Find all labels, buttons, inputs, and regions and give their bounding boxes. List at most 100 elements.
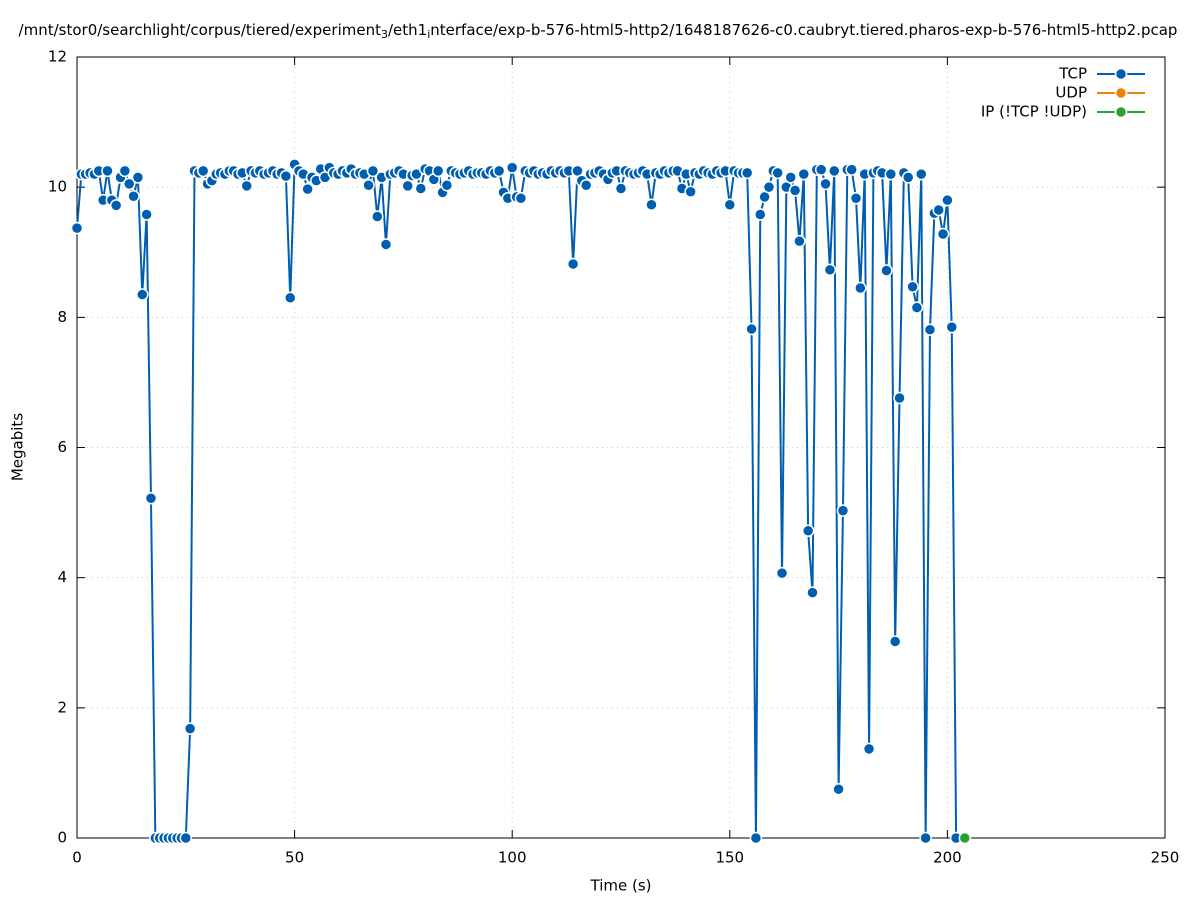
data-point [823, 263, 837, 277]
y-tick-label: 12 [48, 48, 67, 66]
data-point [915, 167, 928, 181]
data-point [440, 178, 454, 192]
data-point [362, 178, 375, 192]
data-point [118, 164, 132, 178]
data-point [371, 210, 384, 223]
data-point [762, 180, 776, 194]
x-tick-label: 250 [1151, 849, 1180, 867]
data-point [793, 234, 806, 248]
data-point [775, 566, 789, 580]
legend-swatch [1114, 86, 1128, 100]
data-point [749, 831, 763, 845]
y-tick-label: 4 [57, 568, 67, 586]
title-part: /eth1 [388, 21, 427, 39]
data-point [614, 182, 628, 195]
data-point [845, 163, 858, 176]
title-part: /mnt/stor0/searchlight/corpus/tiered/exp… [19, 21, 382, 39]
data-point [301, 182, 314, 196]
data-point [401, 179, 415, 193]
data-point [832, 782, 845, 796]
data-point [566, 257, 580, 271]
legend-label: IP (!TCP !UDP) [981, 103, 1087, 121]
data-point [806, 586, 819, 599]
data-point [901, 171, 915, 184]
data-point [122, 177, 136, 191]
legend-swatch [1114, 105, 1128, 119]
data-point [754, 208, 767, 221]
plot-border [76, 56, 1166, 839]
y-tick-label: 6 [57, 438, 67, 456]
data-point [196, 164, 210, 178]
data-point [893, 391, 906, 405]
data-point [958, 831, 972, 845]
data-point [932, 203, 945, 217]
data-point [936, 227, 950, 241]
data-point [431, 164, 445, 178]
data-point [505, 161, 519, 174]
legend-label: UDP [1055, 84, 1087, 102]
title-part: nterface/exp-b-576-html5-http2/164818762… [430, 21, 1177, 39]
data-point [492, 164, 506, 178]
data-point [788, 184, 802, 197]
data-point [414, 182, 428, 195]
data-point [862, 742, 876, 756]
data-point [849, 191, 863, 205]
data-point [814, 163, 828, 176]
data-point [784, 171, 797, 184]
y-tick-label: 10 [48, 178, 67, 196]
data-point [136, 288, 149, 301]
data-point [684, 185, 697, 198]
data-point [836, 504, 850, 517]
data-point [919, 831, 932, 845]
y-tick-label: 2 [57, 698, 67, 716]
x-tick-label: 100 [498, 849, 527, 867]
legend-swatch [1114, 67, 1128, 81]
data-point [366, 164, 380, 178]
data-point [101, 164, 114, 178]
data-point [740, 166, 754, 180]
x-tick-label: 50 [285, 849, 304, 867]
legend-label: TCP [1058, 65, 1087, 83]
data-point [579, 178, 593, 192]
x-axis-label: Time (s) [590, 877, 652, 895]
y-axis-label: Megabits [9, 413, 27, 481]
data-point [771, 166, 784, 180]
data-point [514, 191, 528, 205]
data-point [140, 208, 153, 221]
data-point [941, 193, 954, 207]
data-point [283, 291, 297, 305]
data-point [797, 167, 811, 181]
data-point [745, 322, 758, 336]
x-tick-label: 150 [715, 849, 744, 867]
data-point [923, 323, 937, 336]
data-point [179, 831, 193, 845]
data-point [888, 635, 902, 648]
data-point [240, 179, 253, 193]
data-point [945, 320, 959, 334]
data-point [723, 198, 737, 211]
data-point [279, 169, 293, 183]
x-tick-label: 0 [72, 849, 82, 867]
series-line [76, 161, 958, 839]
data-point [127, 190, 140, 203]
title-part: 3 [381, 28, 388, 41]
data-point [645, 198, 658, 211]
data-point [906, 280, 919, 293]
title-part: i [427, 28, 430, 41]
x-tick-label: 200 [933, 849, 962, 867]
data-point [910, 301, 924, 314]
data-point [144, 492, 158, 505]
data-point [183, 722, 197, 735]
data-point [70, 221, 84, 235]
data-point [131, 171, 145, 184]
y-tick-label: 0 [57, 829, 67, 847]
data-point [379, 238, 393, 251]
y-tick-label: 8 [57, 308, 67, 326]
data-point [819, 177, 832, 191]
data-point [854, 281, 867, 295]
data-point [827, 164, 841, 178]
data-point [884, 167, 898, 181]
data-point [880, 264, 893, 277]
